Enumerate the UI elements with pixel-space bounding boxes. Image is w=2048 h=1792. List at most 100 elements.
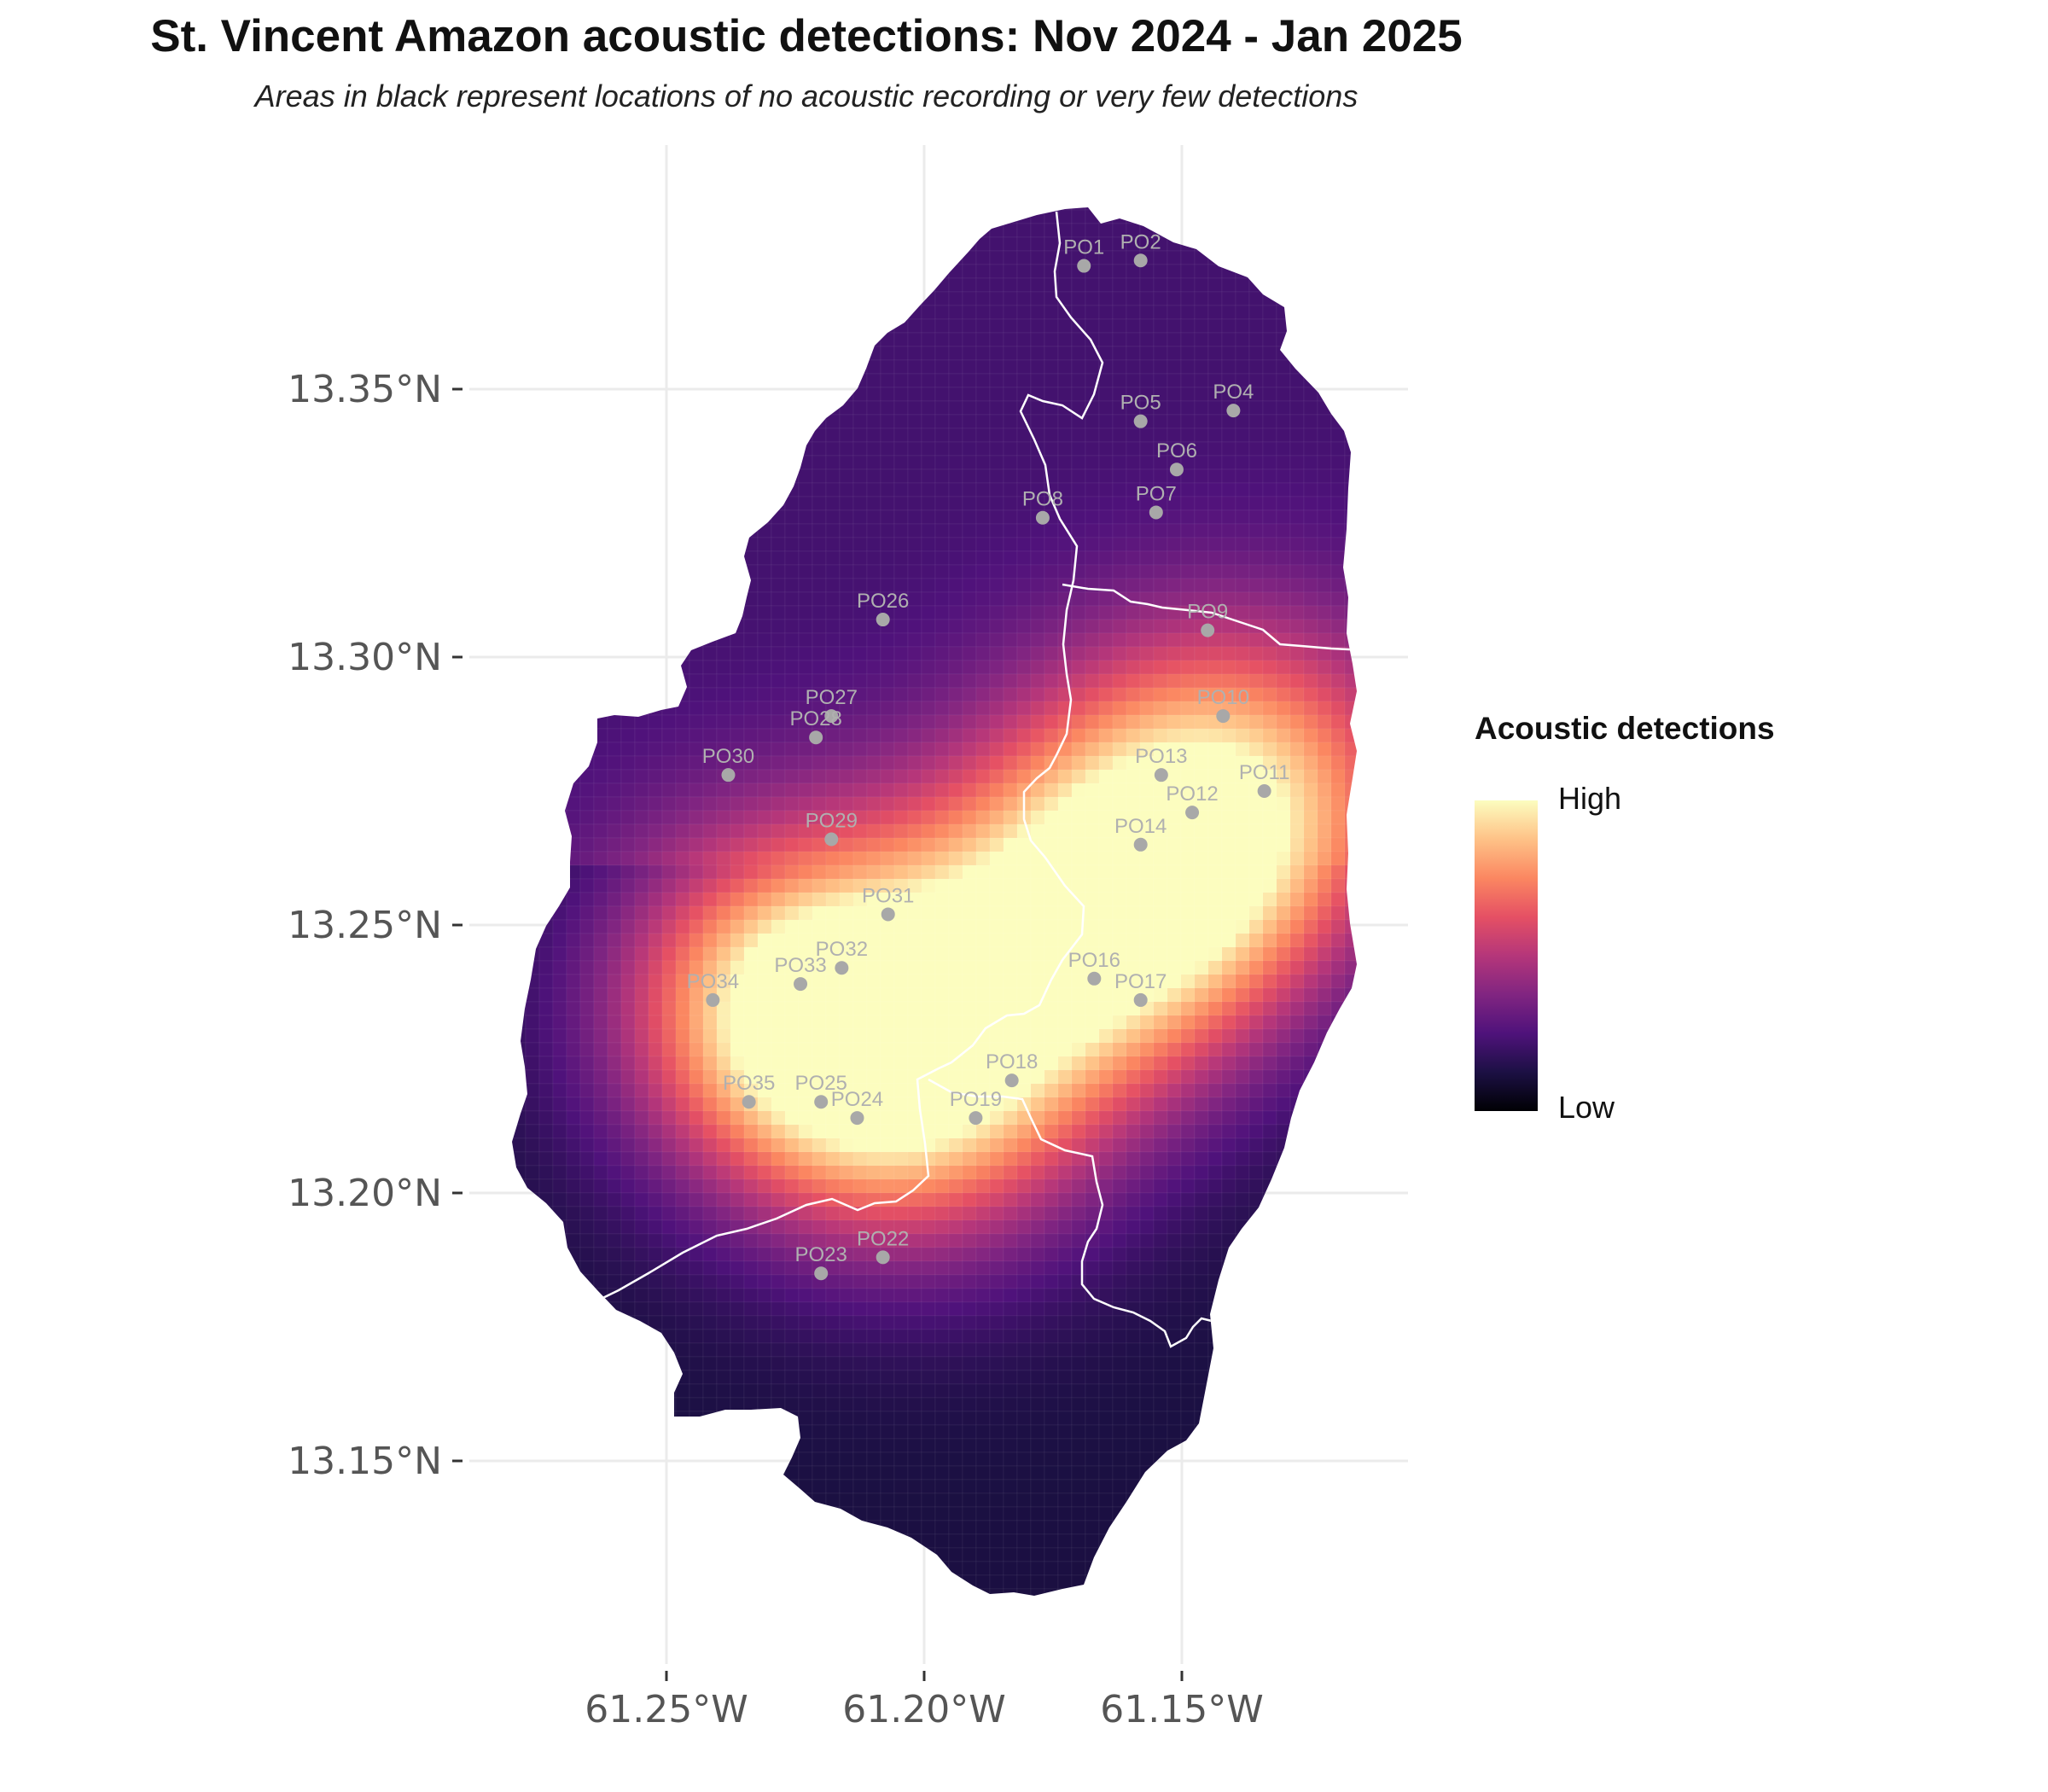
heat-cell [989, 250, 1004, 265]
heat-cell [784, 1001, 800, 1016]
heat-cell [866, 1069, 881, 1085]
heat-cell [1003, 878, 1018, 893]
heat-cell [1262, 277, 1277, 293]
heat-cell [1153, 1001, 1168, 1016]
heat-cell [1235, 919, 1250, 934]
heat-cell [661, 1165, 677, 1180]
heat-cell [675, 1069, 690, 1085]
heat-cell [1372, 1207, 1386, 1220]
heat-cell [730, 305, 745, 320]
heat-cell [989, 359, 1004, 375]
heat-cell [1167, 619, 1182, 634]
heat-cell [525, 701, 540, 716]
heat-cell [757, 687, 772, 702]
heat-cell [675, 209, 690, 224]
heat-cell [648, 851, 663, 866]
heat-cell [975, 523, 991, 538]
heat-cell [716, 687, 731, 702]
heat-cell [1112, 701, 1127, 716]
heat-cell [1262, 455, 1277, 470]
heat-cell [634, 823, 649, 839]
heat-cell [1044, 564, 1059, 579]
heat-cell [593, 264, 608, 279]
heat-cell [880, 207, 895, 211]
heat-cell [1003, 960, 1018, 975]
heat-cell [593, 236, 608, 252]
heat-cell [962, 810, 977, 825]
heat-cell [512, 783, 527, 798]
heat-cell [852, 1028, 868, 1044]
heat-cell [1044, 1206, 1059, 1221]
heat-cell [1194, 482, 1209, 497]
heat-cell [866, 714, 881, 730]
heat-cell [880, 468, 895, 484]
heat-cell [566, 1233, 581, 1248]
heat-cell [1303, 1124, 1318, 1139]
heat-cell [512, 1233, 527, 1248]
heat-cell [1276, 277, 1291, 293]
heat-cell [593, 209, 608, 224]
heat-cell [512, 905, 527, 921]
heat-cell [607, 660, 622, 675]
heat-cell [1194, 851, 1209, 866]
heat-cell [839, 1056, 854, 1071]
heat-cell [962, 1206, 977, 1221]
heat-cell [661, 523, 677, 538]
heat-cell [757, 742, 772, 757]
heat-cell [566, 660, 581, 675]
heat-cell [798, 1001, 813, 1016]
heat-cell [1262, 1069, 1277, 1085]
heat-cell [1139, 1124, 1155, 1139]
heat-cell [1044, 550, 1059, 566]
heat-cell [1262, 441, 1277, 457]
heat-cell [948, 509, 963, 525]
heat-cell [880, 550, 895, 566]
heat-cell [1262, 250, 1277, 265]
heat-cell [525, 441, 540, 457]
heat-cell [1098, 919, 1114, 934]
heat-cell [1330, 619, 1346, 634]
heat-cell [812, 550, 827, 566]
heat-cell [1153, 359, 1168, 375]
heat-cell [825, 523, 841, 538]
heat-cell [1235, 1097, 1250, 1112]
heat-cell [1317, 892, 1332, 907]
heat-cell [607, 1165, 622, 1180]
heat-cell [1344, 1056, 1357, 1071]
heat-cell [1317, 1097, 1332, 1112]
heat-cell [634, 223, 649, 238]
heat-cell [566, 428, 581, 443]
heat-cell [716, 359, 731, 375]
heat-cell [1344, 701, 1357, 716]
heat-cell [921, 441, 936, 457]
heat-cell [689, 482, 704, 497]
heat-cell [648, 468, 663, 484]
heat-cell [1071, 1056, 1086, 1071]
heat-cell [538, 878, 554, 893]
heat-cell [893, 455, 909, 470]
heat-cell [1098, 1015, 1114, 1030]
heat-cell [648, 373, 663, 388]
heat-cell [757, 632, 772, 648]
heat-cell [661, 591, 677, 607]
heat-cell [1330, 974, 1346, 989]
heat-cell [675, 564, 690, 579]
heat-cell [607, 441, 622, 457]
heat-cell [1303, 892, 1318, 907]
heat-cell [1030, 1178, 1045, 1194]
heat-cell [1344, 496, 1357, 511]
heat-cell [1372, 442, 1386, 456]
heat-cell [1317, 428, 1332, 443]
heat-cell [743, 878, 759, 893]
heat-cell [975, 305, 991, 320]
heat-cell [921, 1001, 936, 1016]
heat-cell [1112, 605, 1127, 620]
heat-cell [812, 207, 827, 211]
heat-cell [538, 728, 554, 743]
heat-cell [525, 277, 540, 293]
heat-cell [566, 987, 581, 1003]
heat-cell [907, 1001, 922, 1016]
heat-cell [1057, 1083, 1073, 1098]
heat-cell [702, 646, 718, 661]
heat-cell [634, 619, 649, 634]
